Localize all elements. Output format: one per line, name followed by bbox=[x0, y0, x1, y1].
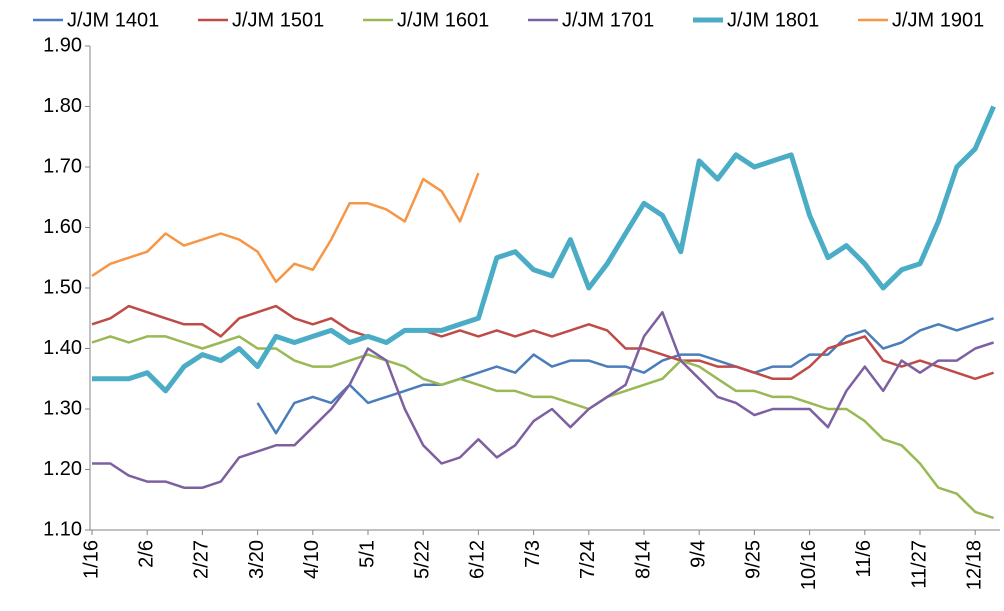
y-tick-label: 1.20 bbox=[43, 458, 82, 480]
x-tick-label: 1/16 bbox=[80, 540, 102, 579]
y-tick-label: 1.10 bbox=[43, 518, 82, 540]
x-tick-label: 9/25 bbox=[743, 540, 765, 579]
x-tick-label: 2/6 bbox=[135, 540, 157, 568]
y-tick-label: 1.40 bbox=[43, 337, 82, 359]
legend-label: J/JM 1501 bbox=[232, 9, 324, 31]
series-line bbox=[256, 317, 994, 435]
series-line bbox=[92, 310, 994, 489]
y-tick-label: 1.60 bbox=[43, 216, 82, 238]
legend-label: J/JM 1901 bbox=[892, 9, 984, 31]
legend-label: J/JM 1401 bbox=[67, 9, 159, 31]
x-tick-label: 5/22 bbox=[411, 540, 433, 579]
x-tick-label: 8/14 bbox=[632, 540, 654, 579]
y-tick-label: 1.50 bbox=[43, 276, 82, 298]
y-tick-label: 1.90 bbox=[43, 34, 82, 56]
x-tick-label: 4/10 bbox=[301, 540, 323, 579]
y-tick-label: 1.30 bbox=[43, 397, 82, 419]
x-tick-label: 6/12 bbox=[467, 540, 489, 579]
y-tick-label: 1.70 bbox=[43, 155, 82, 177]
series-line bbox=[91, 172, 480, 284]
x-tick-label: 12/18 bbox=[963, 540, 985, 590]
legend-label: J/JM 1701 bbox=[562, 9, 654, 31]
series-line bbox=[91, 335, 994, 520]
series-line bbox=[91, 304, 994, 381]
x-tick-label: 10/16 bbox=[798, 540, 820, 590]
series-line bbox=[92, 105, 996, 394]
x-tick-label: 3/20 bbox=[246, 540, 268, 579]
x-tick-label: 11/6 bbox=[853, 540, 875, 577]
legend-label: J/JM 1801 bbox=[727, 9, 819, 31]
x-tick-label: 9/4 bbox=[687, 540, 709, 568]
legend-label: J/JM 1601 bbox=[397, 9, 489, 31]
x-tick-label: 7/3 bbox=[522, 540, 544, 568]
y-tick-label: 1.80 bbox=[43, 95, 82, 117]
x-tick-label: 2/27 bbox=[191, 540, 213, 579]
x-tick-label: 7/24 bbox=[577, 540, 599, 579]
x-tick-label: 5/1 bbox=[356, 540, 378, 568]
x-tick-label: 11/27 bbox=[908, 540, 930, 589]
